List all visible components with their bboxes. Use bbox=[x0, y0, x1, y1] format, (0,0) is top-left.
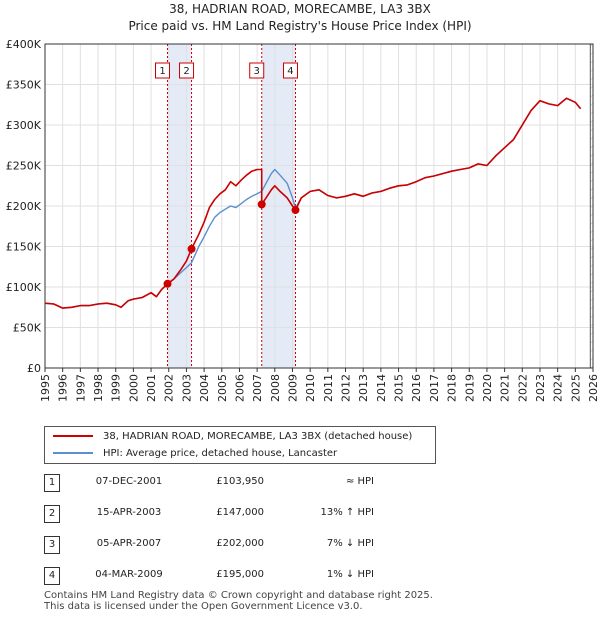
table-row: 4 04-MAR-2009 £195,000 1% ↓ HPI bbox=[44, 567, 444, 587]
x-tick-label: 1995 bbox=[39, 374, 52, 402]
y-tick-label: £200K bbox=[6, 200, 42, 213]
plot-frame bbox=[44, 43, 594, 369]
transaction-price: £147,000 bbox=[216, 507, 264, 518]
transaction-hpi: ≈ HPI bbox=[345, 476, 374, 487]
x-tick-label: 2008 bbox=[269, 374, 282, 402]
property-price-line bbox=[44, 97, 582, 309]
x-tick-label: 2001 bbox=[145, 374, 158, 402]
y-tick-label: £150K bbox=[6, 241, 42, 254]
x-tick-label: 2006 bbox=[233, 374, 246, 402]
chart-title: 38, HADRIAN ROAD, MORECAMBE, LA3 3BX bbox=[169, 2, 431, 16]
x-tick-label: 2022 bbox=[516, 374, 529, 402]
x-tick-label: 1997 bbox=[74, 374, 87, 402]
transaction-label-box bbox=[249, 62, 265, 79]
y-tick-label: £100K bbox=[6, 281, 42, 294]
x-tick-label: 2004 bbox=[198, 374, 211, 402]
x-tick-label: 2014 bbox=[375, 374, 388, 402]
x-tick-label: 2011 bbox=[322, 374, 335, 402]
x-tick-label: 2025 bbox=[569, 374, 582, 402]
y-tick-label: £400K bbox=[6, 38, 42, 51]
footer-copyright: Contains HM Land Registry data © Crown c… bbox=[44, 590, 433, 601]
price-chart: £0 £50K £100K £150K £200K £250K £300K £350K £400… bbox=[6, 38, 600, 402]
x-tick-label: 2017 bbox=[428, 374, 441, 402]
transaction-point bbox=[163, 279, 172, 288]
table-row: 2 15-APR-2003 £147,000 13% ↑ HPI bbox=[44, 505, 444, 525]
transaction-label: 2 bbox=[183, 66, 189, 77]
transaction-hpi: 1% ↓ HPI bbox=[326, 569, 374, 580]
x-tick-label: 2015 bbox=[393, 374, 406, 402]
x-tick-label: 1996 bbox=[57, 374, 70, 402]
x-tick-label: 2005 bbox=[216, 374, 229, 402]
legend-item-property: 38, HADRIAN ROAD, MORECAMBE, LA3 3BX (de… bbox=[53, 428, 412, 444]
transaction-price: £202,000 bbox=[216, 538, 264, 549]
x-tick-label: 2019 bbox=[463, 374, 476, 402]
x-tick-label: 2023 bbox=[534, 374, 547, 402]
transaction-hpi: 13% ↑ HPI bbox=[320, 507, 374, 518]
x-tick-label: 1999 bbox=[110, 374, 123, 402]
transaction-label: 1 bbox=[159, 66, 165, 77]
x-tick-label: 2012 bbox=[340, 374, 353, 402]
transaction-number: 3 bbox=[44, 536, 60, 554]
x-tick-label: 2021 bbox=[499, 374, 512, 402]
transaction-number: 2 bbox=[44, 505, 60, 523]
transaction-number: 1 bbox=[44, 474, 60, 492]
legend-hpi-label: HPI: Average price, detached house, Lanc… bbox=[103, 447, 338, 459]
transaction-date: 07-DEC-2001 bbox=[95, 476, 163, 487]
y-tick-label: £300K bbox=[6, 119, 42, 132]
table-row: 1 07-DEC-2001 £103,950 ≈ HPI bbox=[44, 474, 444, 494]
chart-subtitle: Price paid vs. HM Land Registry's House … bbox=[128, 19, 472, 33]
x-tick-label: 2024 bbox=[552, 374, 565, 402]
x-tick-label: 1998 bbox=[92, 374, 105, 402]
y-tick-label: £350K bbox=[6, 79, 42, 92]
x-tick-label: 2002 bbox=[163, 374, 176, 402]
transaction-date: 04-MAR-2009 bbox=[95, 569, 163, 580]
hpi-line-swatch bbox=[53, 452, 93, 454]
transaction-label-box bbox=[179, 62, 195, 79]
property-line-swatch bbox=[53, 435, 93, 437]
x-tick-label: 2007 bbox=[251, 374, 264, 402]
x-tick-label: 2020 bbox=[481, 374, 494, 402]
transaction-date: 15-APR-2003 bbox=[96, 507, 162, 518]
transaction-label: 3 bbox=[254, 66, 260, 77]
y-tick-label: £250K bbox=[6, 160, 42, 173]
x-tick-label: 2003 bbox=[180, 374, 193, 402]
table-row: 3 05-APR-2007 £202,000 7% ↓ HPI bbox=[44, 536, 444, 556]
transaction-point bbox=[257, 200, 266, 209]
transaction-price: £103,950 bbox=[216, 476, 264, 487]
footer-licence: This data is licensed under the Open Gov… bbox=[44, 601, 363, 612]
transaction-label-box bbox=[282, 62, 298, 79]
legend: 38, HADRIAN ROAD, MORECAMBE, LA3 3BX (de… bbox=[44, 426, 436, 464]
transaction-point bbox=[187, 244, 196, 253]
transaction-hpi: 7% ↓ HPI bbox=[326, 538, 374, 549]
x-tick-label: 2010 bbox=[304, 374, 317, 402]
x-tick-label: 2013 bbox=[357, 374, 370, 402]
transaction-number: 4 bbox=[44, 567, 60, 585]
x-tick-label: 2009 bbox=[286, 374, 299, 402]
transaction-price: £195,000 bbox=[216, 569, 264, 580]
x-tick-label: 2000 bbox=[127, 374, 140, 402]
transaction-label-box bbox=[155, 62, 171, 79]
y-tick-label: £50K bbox=[13, 322, 42, 335]
x-tick-label: 2026 bbox=[587, 374, 600, 402]
hpi-line bbox=[44, 97, 582, 309]
transaction-label: 4 bbox=[287, 66, 293, 77]
x-tick-label: 2016 bbox=[410, 374, 423, 402]
y-tick-label: £0 bbox=[27, 362, 41, 375]
legend-property-label: 38, HADRIAN ROAD, MORECAMBE, LA3 3BX (de… bbox=[103, 430, 413, 442]
transaction-date: 05-APR-2007 bbox=[96, 538, 162, 549]
transaction-point bbox=[291, 206, 300, 215]
legend-item-hpi: HPI: Average price, detached house, Lanc… bbox=[53, 445, 337, 461]
x-tick-label: 2018 bbox=[446, 374, 459, 402]
